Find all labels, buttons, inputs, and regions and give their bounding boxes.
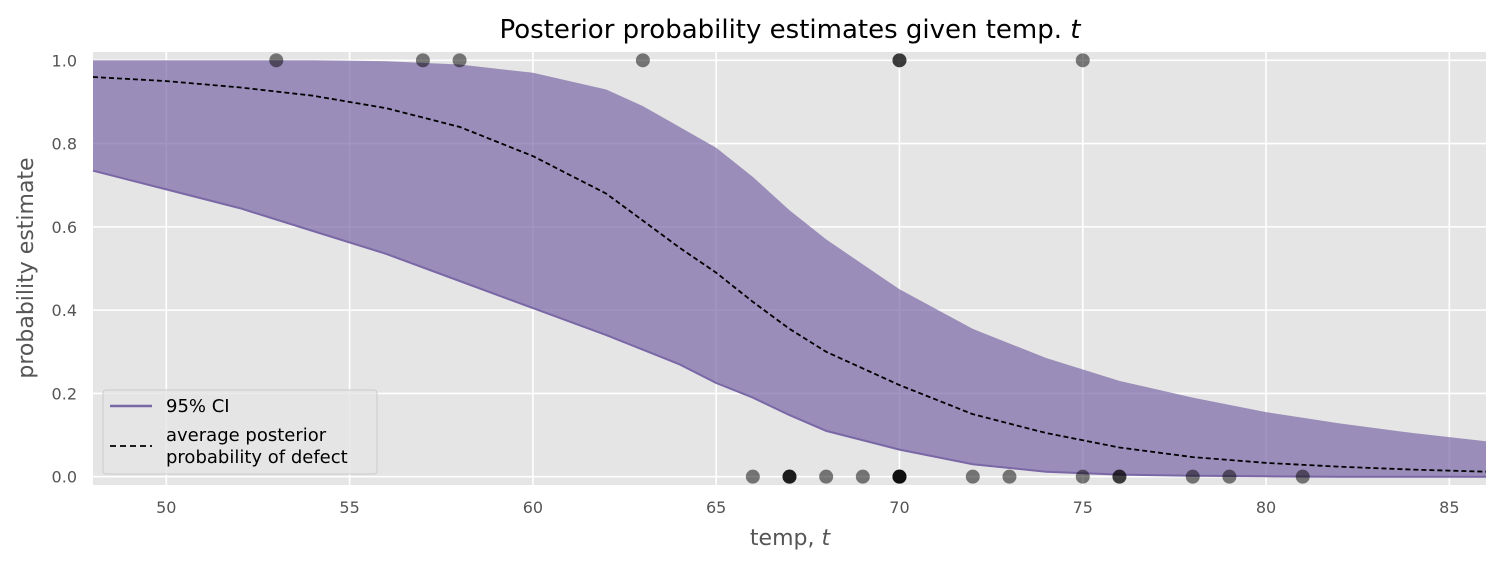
no-defect-observation-point (1075, 469, 1090, 484)
x-tick-label: 50 (156, 498, 176, 517)
y-tick-label: 0.0 (52, 468, 77, 487)
x-tick-label: 70 (889, 498, 909, 517)
no-defect-observation-point (892, 469, 907, 484)
no-defect-observation-point (1222, 469, 1237, 484)
no-defect-observation-point (819, 469, 834, 484)
y-tick-label: 0.6 (52, 218, 77, 237)
y-axis-label: probability estimate (14, 157, 39, 378)
x-tick-label: 60 (523, 498, 543, 517)
observation-points (269, 53, 1310, 484)
legend-mean-label-line2: probability of defect (166, 447, 348, 468)
y-axis-ticks: 0.0 0.2 0.4 0.6 0.8 1.0 (52, 51, 77, 486)
mean-line-layer (92, 76, 1487, 473)
defect-observation-point (1075, 53, 1090, 68)
y-tick-label: 1.0 (52, 51, 77, 70)
x-axis-ticks: 50 55 60 65 70 75 80 85 (156, 498, 1459, 517)
legend-box (102, 389, 378, 475)
x-axis-label: temp, t (750, 526, 832, 551)
no-defect-observation-point (1295, 469, 1310, 484)
x-tick-label: 85 (1439, 498, 1459, 517)
mean-posterior-line (92, 76, 1487, 473)
ci-band-layer (92, 60, 1486, 478)
ci-band (93, 60, 1486, 477)
y-tick-label: 0.4 (52, 301, 77, 320)
no-defect-observation-point (1002, 469, 1017, 484)
x-tick-label: 80 (1256, 498, 1276, 517)
chart-title: Posterior probability estimates given te… (500, 15, 1082, 45)
no-defect-observation-point (855, 469, 870, 484)
y-tick-label: 0.8 (52, 135, 77, 154)
no-defect-observation-point (782, 469, 797, 484)
defect-observation-point (892, 53, 907, 68)
legend-ci-label: 95% CI (166, 396, 230, 417)
no-defect-observation-point (1185, 469, 1200, 484)
ci-lower-edge (92, 169, 1486, 478)
no-defect-observation-point (1112, 469, 1127, 484)
no-defect-observation-point (745, 469, 760, 484)
x-tick-label: 75 (1073, 498, 1093, 517)
y-tick-label: 0.2 (52, 384, 77, 403)
defect-observation-point (635, 53, 650, 68)
defect-observation-point (415, 53, 430, 68)
defect-observation-point (269, 53, 284, 68)
legend: 95% CI average posterior probability of … (102, 389, 378, 475)
x-tick-label: 55 (339, 498, 359, 517)
defect-observation-point (452, 53, 467, 68)
legend-mean-label-line1: average posterior (166, 425, 327, 446)
x-tick-label: 65 (706, 498, 726, 517)
no-defect-observation-point (965, 469, 980, 484)
